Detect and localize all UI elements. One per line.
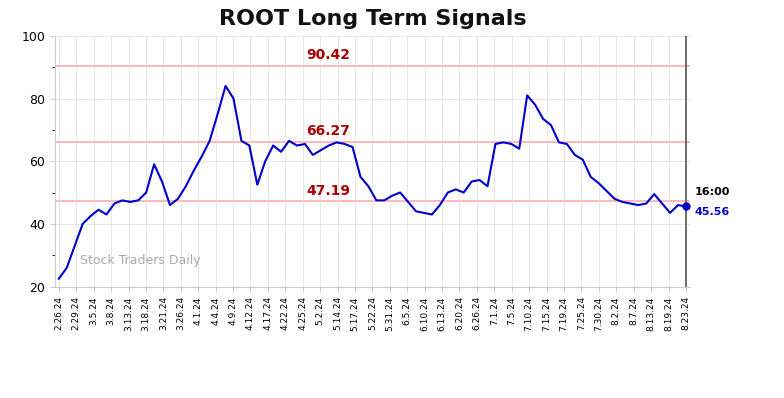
Text: 47.19: 47.19 (307, 183, 350, 197)
Title: ROOT Long Term Signals: ROOT Long Term Signals (219, 9, 526, 29)
Text: 66.27: 66.27 (307, 124, 350, 138)
Text: 45.56: 45.56 (695, 207, 730, 217)
Text: Stock Traders Daily: Stock Traders Daily (80, 254, 201, 267)
Text: 90.42: 90.42 (307, 48, 350, 62)
Text: 16:00: 16:00 (695, 187, 730, 197)
